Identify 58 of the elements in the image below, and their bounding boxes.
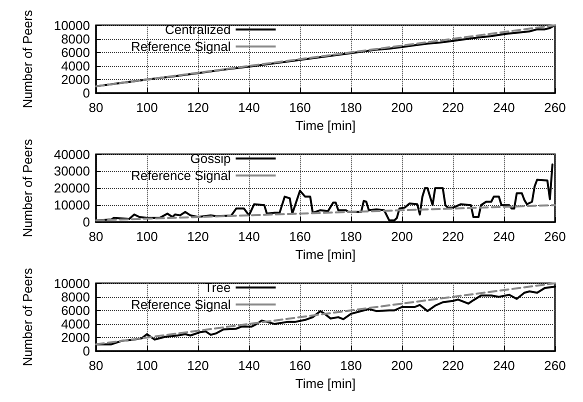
x-tick-label: 260 xyxy=(544,358,566,374)
x-axis-title: Time [min] xyxy=(295,118,356,133)
x-tick-label: 100 xyxy=(136,229,158,244)
y-tick-label: 0 xyxy=(82,344,90,359)
y-tick-label: 4000 xyxy=(61,316,90,332)
x-tick-label: 120 xyxy=(187,229,209,244)
x-tick-label: 80 xyxy=(88,229,104,244)
x-tick-label: 260 xyxy=(544,229,566,244)
y-tick-label: 4000 xyxy=(61,58,90,74)
y-tick-label: 6000 xyxy=(61,302,90,318)
legend-label: Gossip xyxy=(190,151,231,166)
y-axis-title: Number of Peers xyxy=(20,138,35,238)
x-tick-label: 160 xyxy=(289,229,311,244)
x-tick-label: 180 xyxy=(340,358,362,374)
x-tick-label: 140 xyxy=(238,100,260,116)
x-tick-label: 140 xyxy=(238,358,260,374)
x-tick-label: 200 xyxy=(391,358,413,374)
x-tick-label: 240 xyxy=(493,100,515,116)
x-tick-label: 80 xyxy=(88,100,104,116)
x-tick-label: 240 xyxy=(493,229,515,244)
x-tick-label: 160 xyxy=(289,100,311,116)
legend-label: Reference Signal xyxy=(130,39,231,54)
y-tick-label: 8000 xyxy=(61,289,90,304)
x-tick-label: 200 xyxy=(391,100,413,116)
y-tick-label: 40000 xyxy=(54,146,90,162)
y-tick-label: 30000 xyxy=(54,164,90,179)
y-tick-label: 10000 xyxy=(54,198,90,213)
x-tick-label: 140 xyxy=(238,229,260,244)
y-tick-label: 2000 xyxy=(61,72,90,88)
x-tick-label: 100 xyxy=(136,358,158,374)
x-axis-title: Time [min] xyxy=(295,376,356,391)
x-tick-label: 120 xyxy=(187,358,209,374)
y-axis-title: Number of Peers xyxy=(20,268,35,366)
y-tick-label: 10000 xyxy=(54,276,90,291)
y-axis-title: Number of Peers xyxy=(20,10,35,108)
x-axis-title: Time [min] xyxy=(295,247,356,262)
y-tick-label: 20000 xyxy=(54,180,90,196)
legend-label: Centralized xyxy=(164,22,231,37)
y-tick-label: 8000 xyxy=(61,31,90,46)
x-tick-label: 200 xyxy=(391,229,413,244)
x-tick-label: 100 xyxy=(136,100,158,116)
x-tick-label: 260 xyxy=(544,100,566,116)
x-tick-label: 220 xyxy=(442,358,464,374)
x-tick-label: 160 xyxy=(289,358,311,374)
y-tick-label: 0 xyxy=(82,86,90,101)
x-tick-label: 220 xyxy=(442,229,464,244)
y-tick-label: 10000 xyxy=(54,18,90,33)
legend-label: Reference Signal xyxy=(130,168,231,183)
y-tick-label: 0 xyxy=(82,214,90,230)
x-tick-label: 120 xyxy=(187,100,209,116)
x-tick-label: 220 xyxy=(442,100,464,116)
x-tick-label: 180 xyxy=(340,229,362,244)
x-tick-label: 240 xyxy=(493,358,515,374)
y-tick-label: 6000 xyxy=(61,44,90,60)
y-tick-label: 2000 xyxy=(61,330,90,346)
x-tick-label: 80 xyxy=(88,358,104,374)
x-tick-label: 180 xyxy=(340,100,362,116)
legend-label: Reference Signal xyxy=(130,297,231,312)
